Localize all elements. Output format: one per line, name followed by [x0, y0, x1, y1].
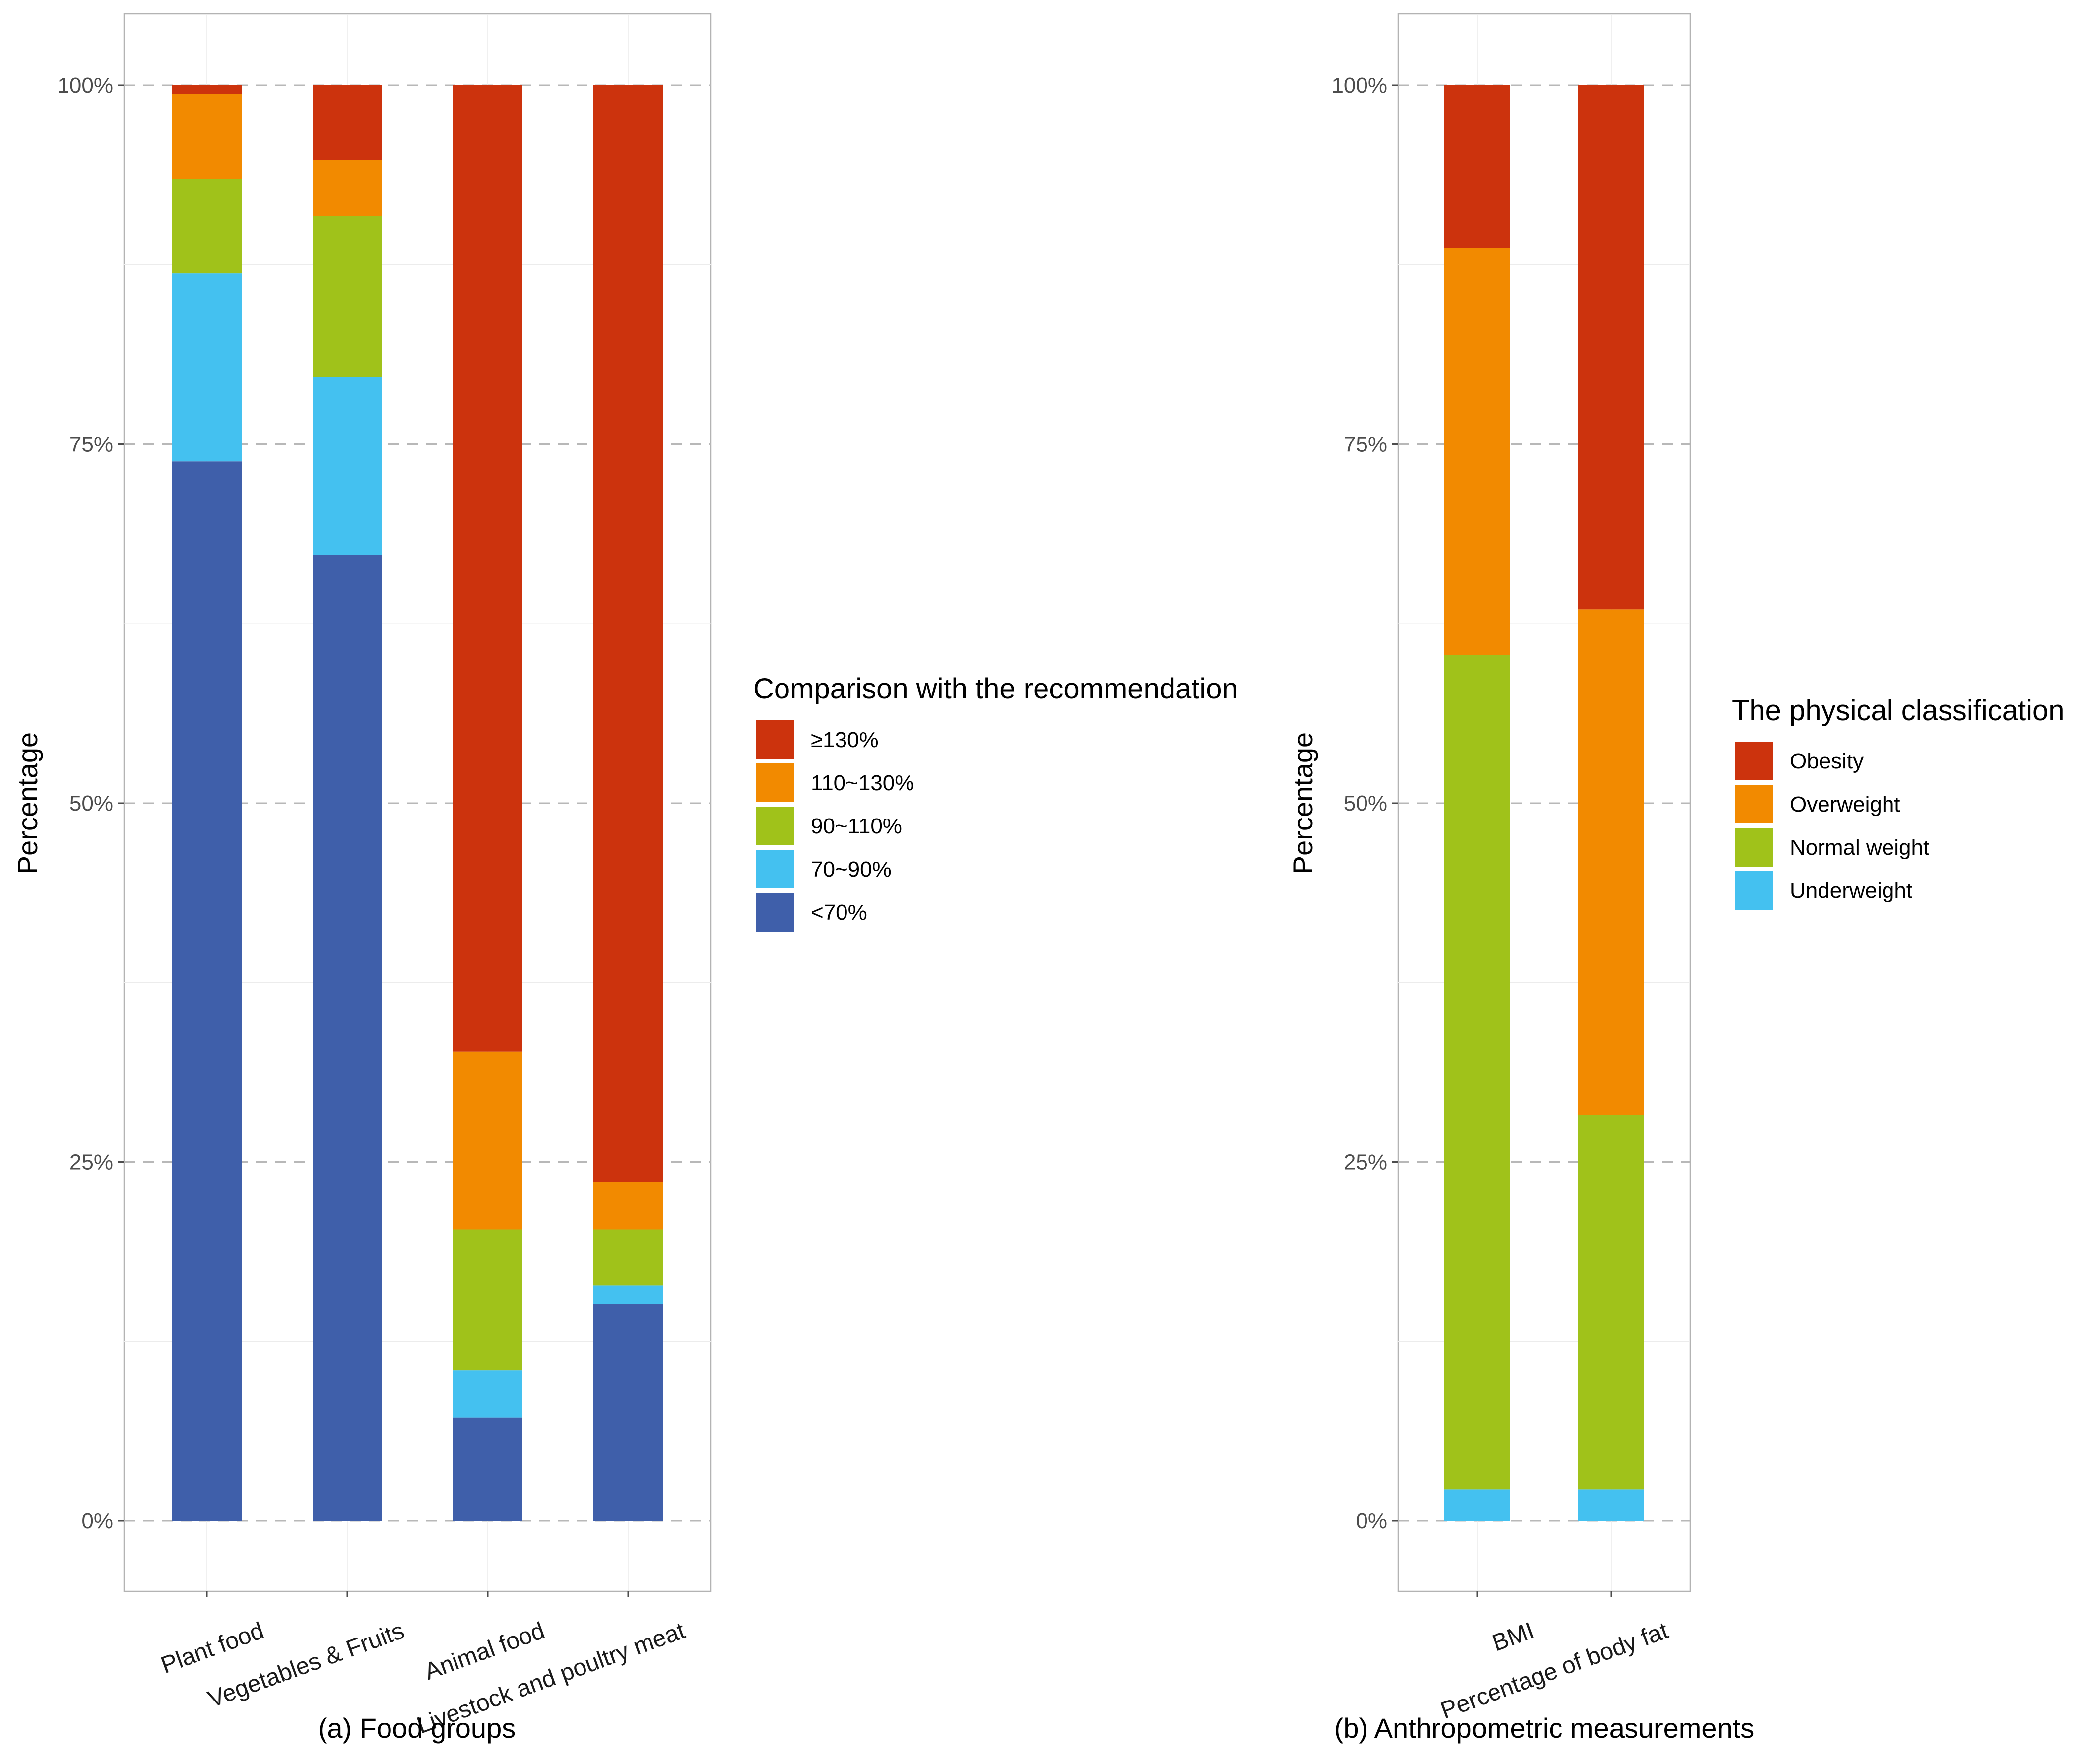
- bar-segment: [172, 179, 242, 274]
- legend: The physical classification Obesity Overwe…: [1732, 694, 2065, 911]
- bar-segment: [1444, 85, 1510, 248]
- legend-label: Obesity: [1790, 749, 1864, 773]
- bar-segment: [453, 1229, 522, 1371]
- bar-segment: [593, 1304, 663, 1521]
- x-tick-label: Plant food: [158, 1618, 267, 1679]
- y-tick-label: 25%: [1344, 1150, 1387, 1175]
- legend-label: 90~110%: [811, 814, 902, 838]
- y-tick-label: 100%: [1331, 73, 1387, 98]
- bar-segment: [1444, 655, 1510, 1490]
- bar-segment: [172, 461, 242, 1521]
- y-tick-label: 75%: [1344, 433, 1387, 457]
- bar-segment: [593, 1229, 663, 1286]
- bar-segment: [313, 377, 382, 555]
- bar-segment: [172, 94, 242, 179]
- legend-swatch: [1734, 870, 1774, 911]
- bar-segment: [453, 1051, 522, 1230]
- bar-segment: [313, 85, 382, 160]
- legend-label: Normal weight: [1790, 835, 1929, 860]
- legend-swatch: [1734, 741, 1774, 781]
- legend-title: Comparison with the recommendation: [753, 673, 1238, 705]
- legend-swatch: [1734, 784, 1774, 824]
- legend-label: Underweight: [1790, 879, 1912, 903]
- legend-swatch: [755, 762, 795, 803]
- bar-segment: [1444, 1489, 1510, 1521]
- y-tick-label: 50%: [69, 791, 113, 816]
- bar-segment: [1578, 1114, 1644, 1490]
- legend-label: ≥130%: [811, 728, 879, 752]
- bar-segment: [1444, 248, 1510, 655]
- legend-title: The physical classification: [1732, 694, 2065, 727]
- bar-segment: [313, 216, 382, 377]
- bar-segment: [1578, 85, 1644, 610]
- bar-segment: [593, 1182, 663, 1230]
- bar-segment: [453, 1417, 522, 1521]
- bar-segment: [593, 1285, 663, 1305]
- y-axis-title: Percentage: [12, 732, 43, 874]
- legend-label: 110~130%: [811, 771, 914, 795]
- bar-segment: [1578, 1489, 1644, 1521]
- legend-swatch: [1734, 827, 1774, 868]
- y-tick-label: 100%: [57, 73, 113, 98]
- panel-caption: (a) Food groups: [318, 1712, 516, 1744]
- bar-segment: [313, 160, 382, 216]
- y-axis-title: Percentage: [1287, 732, 1318, 874]
- bar-segment: [313, 555, 382, 1521]
- y-tick-label: 25%: [69, 1150, 113, 1175]
- y-tick-label: 0%: [1356, 1509, 1387, 1533]
- bar-segment: [1578, 609, 1644, 1115]
- bar-segment: [453, 1370, 522, 1418]
- bar-segment: [172, 273, 242, 462]
- legend-label: Overweight: [1790, 792, 1900, 817]
- legend-swatch: [755, 806, 795, 846]
- bar-segment: [453, 85, 522, 1052]
- x-tick-label: Percentage of body fat: [1437, 1618, 1672, 1724]
- legend-swatch: [755, 849, 795, 889]
- legend-swatch: [755, 892, 795, 933]
- panel-caption: (b) Anthropometric measurements: [1334, 1712, 1755, 1744]
- legend-label: 70~90%: [811, 857, 892, 882]
- y-tick-label: 75%: [69, 433, 113, 457]
- x-tick-label: BMI: [1489, 1618, 1537, 1657]
- y-tick-label: 50%: [1344, 791, 1387, 816]
- legend-swatch: [755, 719, 795, 760]
- bar-segment: [172, 85, 242, 94]
- y-tick-label: 0%: [81, 1509, 113, 1533]
- bar-segment: [593, 85, 663, 1183]
- legend-label: <70%: [811, 900, 867, 925]
- legend: Comparison with the recommendation ≥130% 1…: [753, 673, 1238, 933]
